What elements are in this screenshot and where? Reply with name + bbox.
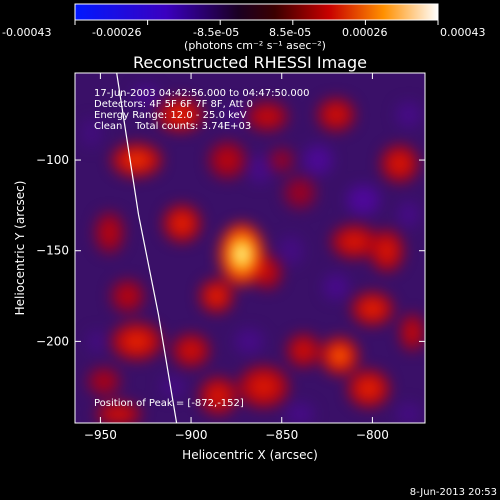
chart-title: Reconstructed RHESSI Image bbox=[133, 53, 367, 72]
emission-blob bbox=[263, 113, 272, 120]
emission-blob bbox=[347, 185, 380, 215]
colorbar-tick-labels: -0.00043 -0.00026 -8.5e-05 8.5e-05 0.000… bbox=[2, 26, 486, 39]
x-tick-label: −950 bbox=[84, 428, 117, 442]
colorbar-tick-label: -8.5e-05 bbox=[193, 26, 239, 39]
emission-blob bbox=[225, 103, 248, 126]
x-axis-label: Heliocentric X (arcsec) bbox=[182, 448, 318, 462]
emission-blob bbox=[364, 384, 373, 393]
clean-counts-text: Clean Total counts: 3.74E+03 bbox=[94, 121, 251, 132]
emission-blob bbox=[113, 411, 124, 417]
emission-blob bbox=[395, 102, 422, 128]
y-ticks: −100 −150 −200 bbox=[36, 153, 425, 348]
emission-blob bbox=[300, 347, 307, 354]
y-tick-label: −150 bbox=[36, 244, 69, 258]
emission-map bbox=[80, 85, 425, 423]
colorbar-tick-label: -0.00043 bbox=[2, 26, 51, 39]
y-axis-label: Heliocentric Y (arcsec) bbox=[13, 181, 27, 316]
info-annotations: 17-Jun-2003 04:42:56.000 to 04:47:50.000… bbox=[94, 88, 310, 132]
emission-blob bbox=[258, 382, 269, 391]
emission-blob bbox=[223, 156, 232, 164]
x-ticks: −950 −900 −850 −800 bbox=[84, 73, 389, 442]
plot-frame bbox=[74, 72, 426, 424]
footer-timestamp: 8-Jun-2013 20:53 bbox=[410, 487, 497, 498]
emission-blob bbox=[336, 352, 344, 360]
emission-blob bbox=[234, 328, 264, 355]
x-tick-label: −850 bbox=[265, 428, 298, 442]
emission-blob bbox=[80, 118, 103, 148]
emission-blob bbox=[214, 392, 223, 400]
emission-blob bbox=[332, 111, 340, 119]
x-tick-label: −800 bbox=[356, 428, 389, 442]
colorbar-ticks bbox=[74, 20, 439, 25]
emission-blob bbox=[383, 246, 391, 255]
emission-blob bbox=[296, 189, 304, 197]
time-range-text: 17-Jun-2003 04:42:56.000 to 04:47:50.000 bbox=[94, 88, 310, 99]
y-tick-label: −200 bbox=[36, 334, 69, 348]
emission-blob bbox=[175, 111, 185, 119]
colorbar-tick-label: 8.5e-05 bbox=[269, 26, 311, 39]
colorbar-tick-label: -0.00026 bbox=[92, 26, 141, 39]
emission-blob bbox=[397, 201, 420, 228]
emission-blob bbox=[160, 375, 186, 398]
peak-position-text: Position of Peak = [-872,-152] bbox=[94, 398, 244, 409]
emission-blob bbox=[278, 236, 304, 266]
energy-range-text: Energy Range: 12.0 - 25.0 keV bbox=[94, 110, 247, 121]
emission-blob bbox=[285, 403, 315, 423]
x-tick-label: −900 bbox=[175, 428, 208, 442]
emission-blob bbox=[349, 238, 359, 245]
emission-blob bbox=[409, 328, 415, 337]
emission-blob bbox=[87, 330, 106, 353]
emission-blob bbox=[323, 274, 349, 300]
colorbar bbox=[74, 3, 439, 21]
emission-blob bbox=[131, 156, 142, 164]
emission-blob bbox=[100, 378, 108, 385]
emission-blob bbox=[264, 269, 271, 276]
emission-blob bbox=[395, 403, 422, 423]
emission-blob bbox=[133, 85, 159, 108]
colorbar-tick-label: 0.00026 bbox=[342, 26, 388, 39]
colorbar-unit-label: (photons cm⁻² s⁻¹ asec⁻²) bbox=[184, 39, 326, 52]
emission-blob bbox=[279, 157, 285, 163]
emission-blob bbox=[368, 305, 377, 313]
emission-blob bbox=[187, 347, 195, 354]
colorbar-tick-label: 0.00043 bbox=[440, 26, 486, 39]
solar-limb-line bbox=[116, 73, 178, 423]
emission-blob bbox=[178, 219, 186, 228]
emission-blob bbox=[131, 337, 142, 346]
y-tick-label: −100 bbox=[36, 153, 69, 167]
emission-blob bbox=[395, 159, 404, 168]
emission-blob bbox=[303, 145, 333, 175]
emission-blob bbox=[247, 154, 273, 184]
detectors-text: Detectors: 4F 5F 6F 7F 8F, Att 0 bbox=[94, 99, 253, 110]
emission-blob bbox=[124, 292, 131, 300]
emission-blob bbox=[106, 228, 113, 237]
emission-blob bbox=[237, 248, 247, 261]
emission-blob bbox=[213, 292, 220, 300]
